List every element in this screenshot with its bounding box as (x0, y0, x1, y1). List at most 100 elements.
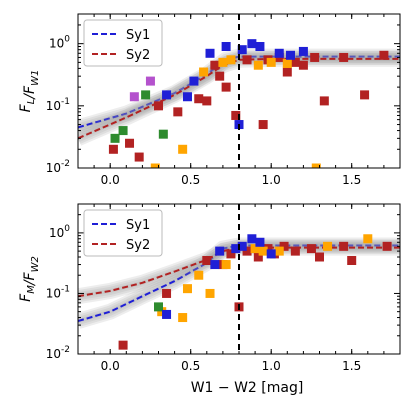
data-point (247, 234, 257, 244)
y-axis-label: FM/FW2 (18, 256, 41, 302)
data-point (339, 241, 349, 251)
data-point (150, 163, 160, 168)
data-point (218, 57, 228, 67)
data-point (182, 284, 192, 294)
data-point (274, 246, 284, 256)
data-point (253, 252, 263, 262)
data-point (231, 244, 241, 254)
x-tick-label: 1.5 (342, 173, 361, 187)
data-point (210, 60, 220, 70)
data-point (253, 60, 263, 70)
data-point (108, 144, 118, 154)
data-point (255, 42, 265, 52)
data-point (242, 55, 252, 65)
data-point (306, 244, 316, 254)
y-tick-label: 100 (49, 224, 70, 240)
y-tick-label: 10-2 (46, 345, 70, 361)
data-point (231, 110, 241, 120)
x-tick-label: 1.0 (262, 173, 281, 187)
data-point (237, 45, 247, 55)
legend-label-sy2: Sy2 (126, 48, 150, 63)
data-point (199, 67, 209, 77)
data-point (286, 50, 296, 60)
data-point (145, 76, 155, 86)
data-point (363, 234, 373, 244)
legend-label-sy1: Sy1 (126, 28, 150, 43)
data-point (237, 241, 247, 251)
data-point (173, 107, 183, 117)
data-point (226, 55, 236, 65)
data-point (266, 249, 276, 259)
data-point (178, 144, 188, 154)
legend-label-sy1: Sy1 (126, 218, 150, 233)
data-point (157, 307, 167, 317)
data-point (215, 71, 225, 81)
legend-label-sy2: Sy2 (126, 238, 150, 253)
data-point (154, 101, 163, 111)
y-tick-label: 100 (49, 35, 70, 51)
data-point (215, 246, 225, 256)
data-point (118, 340, 128, 350)
y-tick-label: 10-1 (46, 284, 70, 300)
data-point (311, 163, 321, 168)
x-tick-label: 1.5 (342, 359, 361, 373)
data-point (178, 313, 188, 323)
data-point (258, 120, 268, 130)
x-tick-label: 1.0 (262, 359, 281, 373)
data-point (263, 244, 273, 254)
x-tick-label: 0.0 (101, 359, 120, 373)
data-point (189, 76, 199, 86)
data-point (210, 260, 220, 270)
data-point (125, 138, 135, 148)
data-point (323, 241, 333, 251)
x-axis-label: W1 − W2 [mag] (191, 380, 304, 396)
data-point (347, 256, 357, 266)
x-tick-label: 0.5 (181, 173, 200, 187)
data-point (162, 288, 172, 298)
data-point (242, 246, 252, 256)
y-axis-label: FL/FW1 (18, 70, 41, 113)
data-point (282, 58, 292, 68)
data-point (141, 90, 151, 100)
data-point (162, 309, 172, 319)
data-point (298, 60, 308, 70)
data-point (154, 302, 163, 312)
data-point (282, 67, 292, 77)
data-point (134, 152, 144, 162)
data-point (162, 90, 172, 100)
data-point (266, 57, 276, 67)
data-point (274, 48, 284, 58)
data-point (182, 92, 192, 102)
data-point (205, 48, 215, 58)
data-point (339, 52, 349, 62)
data-point (221, 82, 231, 92)
data-point (194, 94, 204, 104)
data-point (258, 246, 268, 256)
data-point (221, 260, 231, 270)
data-point (315, 252, 324, 262)
data-point (298, 46, 308, 56)
data-point (194, 270, 204, 280)
data-point (290, 57, 300, 67)
data-point (319, 96, 329, 106)
fit-line-sy2 (78, 246, 400, 298)
data-point (158, 129, 168, 139)
data-point (129, 92, 139, 102)
data-point (118, 126, 128, 136)
data-point (310, 52, 320, 62)
data-point (205, 288, 215, 298)
bottom-panel: 0.0 0.5 1.0 1.5 10-2 10-1 100 FM/FW2 W1 − W2 [ma… (18, 203, 401, 396)
y-tick-label: 10-2 (46, 159, 70, 175)
data-point (360, 90, 370, 100)
data-point (226, 249, 236, 259)
data-point (379, 50, 389, 60)
data-point (255, 237, 265, 247)
data-point (202, 96, 212, 106)
data-point (290, 246, 300, 256)
data-point (110, 133, 120, 143)
data-point (382, 241, 392, 251)
